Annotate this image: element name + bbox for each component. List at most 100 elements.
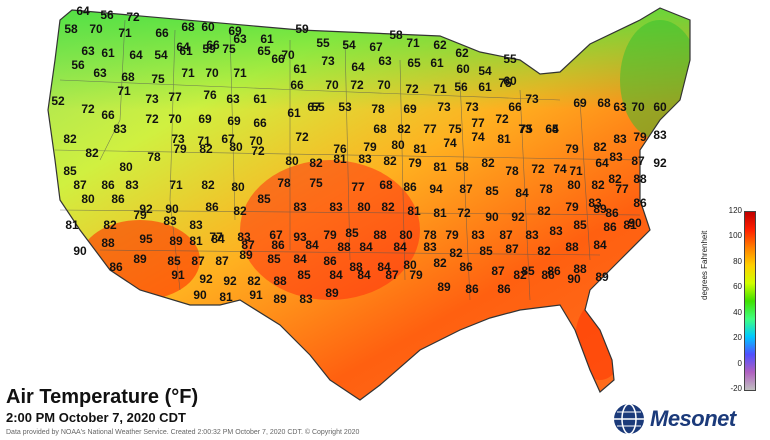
station-reading: 82: [63, 132, 77, 146]
station-reading: 83: [549, 224, 563, 238]
station-reading: 92: [511, 210, 525, 224]
map-title: Air Temperature (°F): [6, 386, 199, 408]
legend-colorbar: [744, 211, 756, 391]
station-reading: 70: [168, 112, 182, 126]
station-reading: 83: [329, 200, 343, 214]
station-reading: 75: [222, 42, 236, 56]
station-reading: 95: [139, 232, 153, 246]
station-reading: 63: [226, 92, 240, 106]
station-reading: 91: [249, 288, 263, 302]
station-reading: 67: [369, 40, 383, 54]
station-reading: 94: [429, 182, 443, 196]
station-reading: 78: [277, 176, 291, 190]
station-reading: 79: [633, 130, 647, 144]
station-reading: 72: [251, 144, 265, 158]
station-reading: 85: [167, 254, 181, 268]
station-reading: 83: [653, 128, 667, 142]
station-reading: 77: [471, 116, 485, 130]
station-reading: 81: [413, 142, 427, 156]
station-reading: 61: [253, 92, 267, 106]
station-reading: 54: [478, 64, 492, 78]
station-reading: 92: [653, 156, 667, 170]
station-reading: 88: [565, 240, 579, 254]
station-reading: 67: [221, 132, 235, 146]
station-reading: 87: [241, 238, 255, 252]
station-reading: 78: [423, 228, 437, 242]
logo-text: Mesonet: [650, 406, 736, 431]
station-reading: 78: [539, 182, 553, 196]
station-reading: 67: [269, 228, 283, 242]
station-reading: 70: [205, 66, 219, 80]
station-reading: 61: [260, 32, 274, 46]
station-reading: 80: [285, 154, 299, 168]
station-reading: 74: [443, 136, 457, 150]
station-reading: 75: [448, 122, 462, 136]
station-reading: 66: [253, 116, 267, 130]
station-reading: 84: [329, 268, 343, 282]
station-reading: 68: [597, 96, 611, 110]
station-reading: 91: [171, 268, 185, 282]
station-reading: 71: [233, 66, 247, 80]
mesonet-logo: Mesonet: [612, 402, 762, 436]
station-reading: 72: [405, 82, 419, 96]
station-reading: 58: [64, 22, 78, 36]
station-reading: 64: [351, 60, 365, 74]
station-reading: 84: [357, 268, 371, 282]
station-reading: 90: [567, 272, 581, 286]
station-reading: 63: [378, 54, 392, 68]
station-reading: 79: [445, 228, 459, 242]
station-reading: 84: [305, 238, 319, 252]
station-reading: 87: [491, 264, 505, 278]
station-reading: 55: [311, 100, 325, 114]
station-reading: 75: [498, 76, 512, 90]
station-reading: 84: [393, 240, 407, 254]
station-reading: 68: [121, 70, 135, 84]
station-reading: 79: [173, 142, 187, 156]
station-reading: 73: [437, 100, 451, 114]
station-reading: 81: [433, 206, 447, 220]
station-reading: 78: [371, 102, 385, 116]
station-reading: 85: [297, 268, 311, 282]
station-reading: 62: [433, 38, 447, 52]
station-reading: 79: [133, 208, 147, 222]
station-reading: 86: [403, 180, 417, 194]
station-reading: 86: [111, 192, 125, 206]
station-reading: 86: [459, 260, 473, 274]
station-reading: 89: [273, 292, 287, 306]
station-reading: 90: [193, 288, 207, 302]
station-reading: 81: [333, 152, 347, 166]
station-reading: 80: [119, 160, 133, 174]
station-reading: 85: [63, 164, 77, 178]
station-reading: 61: [287, 106, 301, 120]
station-reading: 75: [151, 72, 165, 86]
station-reading: 71: [181, 66, 195, 80]
station-reading: 71: [118, 26, 132, 40]
station-reading: 79: [363, 140, 377, 154]
station-reading: 80: [399, 228, 413, 242]
station-reading: 87: [215, 254, 229, 268]
legend-label: degrees Fahrenheit: [700, 230, 709, 300]
station-reading: 81: [219, 290, 233, 304]
station-reading: 56: [71, 58, 85, 72]
station-reading: 86: [101, 178, 115, 192]
station-reading: 69: [198, 112, 212, 126]
station-reading: 85: [257, 192, 271, 206]
station-reading: 86: [109, 260, 123, 274]
station-reading: 67: [307, 100, 321, 114]
station-reading: 64: [176, 40, 190, 54]
station-reading: 77: [423, 122, 437, 136]
station-reading: 87: [505, 242, 519, 256]
station-reading: 65: [407, 56, 421, 70]
station-reading: 85: [485, 184, 499, 198]
station-reading: 82: [481, 156, 495, 170]
station-reading: 63: [93, 66, 107, 80]
station-reading: 71: [569, 164, 583, 178]
state-borders: [54, 19, 641, 301]
station-reading: 68: [373, 122, 387, 136]
station-reading: 80: [567, 178, 581, 192]
station-reading: 83: [358, 152, 372, 166]
station-reading: 87: [385, 268, 399, 282]
station-reading: 66: [290, 78, 304, 92]
station-reading: 79: [323, 228, 337, 242]
